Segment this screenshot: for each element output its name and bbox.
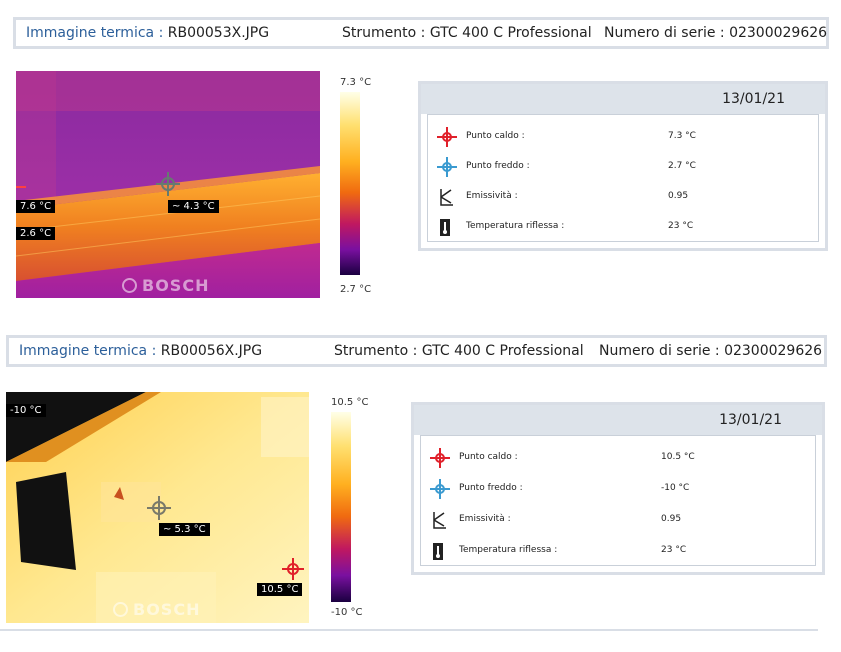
reflected-temperature-icon bbox=[440, 219, 450, 236]
date-bar: 13/01/21 bbox=[421, 84, 825, 114]
row-hot-spot: Punto caldo : 7.3 °C bbox=[428, 121, 818, 151]
thermal-image-2: -10 °C ~ 5.3 °C 10.5 °C BOSCH bbox=[6, 392, 309, 623]
thermal-image-1-graphic bbox=[16, 71, 320, 298]
serial-label: Numero di serie : bbox=[604, 25, 725, 41]
color-scale-bar bbox=[340, 92, 360, 275]
center-temperature-tag: ~ 4.3 °C bbox=[168, 200, 219, 213]
bosch-watermark: BOSCH bbox=[122, 276, 209, 295]
reflected-temperature-icon bbox=[433, 543, 443, 560]
image-label: Immagine termica : bbox=[19, 343, 157, 359]
cold-spot-tag: -10 °C bbox=[6, 404, 46, 417]
capture-date: 13/01/21 bbox=[722, 91, 785, 107]
serial-label: Numero di serie : bbox=[599, 343, 720, 359]
center-crosshair bbox=[147, 496, 171, 520]
report-2-header: Immagine termica : RB00056X.JPG Strument… bbox=[6, 335, 827, 367]
instrument-field: Strumento : GTC 400 C Professional bbox=[342, 25, 592, 41]
measurement-list: Punto caldo : 7.3 °C Punto freddo : 2.7 … bbox=[427, 114, 819, 242]
row-emissivity: Emissività : 0.95 bbox=[428, 181, 818, 211]
instrument-name: GTC 400 C Professional bbox=[429, 25, 592, 41]
measurement-list: Punto caldo : 10.5 °C Punto freddo : -10… bbox=[420, 435, 816, 566]
cold-spot-tag: 2.6 °C bbox=[16, 227, 56, 240]
image-label: Immagine termica : bbox=[26, 25, 164, 41]
row-reflected-temperature: Temperatura riflessa : 23 °C bbox=[428, 211, 818, 241]
row-cold-spot: Punto freddo : -10 °C bbox=[421, 473, 815, 503]
bosch-logo-icon bbox=[113, 602, 128, 617]
hot-spot-icon bbox=[437, 127, 457, 147]
serial-number: 02300029626 bbox=[724, 343, 823, 359]
instrument-name: GTC 400 C Professional bbox=[421, 343, 584, 359]
emissivity-icon bbox=[440, 189, 453, 206]
date-bar: 13/01/21 bbox=[414, 405, 822, 435]
center-crosshair bbox=[156, 172, 180, 196]
hot-spot-marker bbox=[282, 558, 304, 580]
measurement-panel-2: 13/01/21 Punto caldo : 10.5 °C Punto fre… bbox=[411, 402, 825, 575]
scale-max-label: 10.5 °C bbox=[331, 397, 369, 408]
instrument-field: Strumento : GTC 400 C Professional bbox=[334, 343, 584, 359]
hot-spot-tag: 10.5 °C bbox=[257, 583, 303, 596]
image-file: RB00053X.JPG bbox=[167, 25, 270, 41]
cold-spot-icon bbox=[437, 157, 457, 177]
thermal-image-1: 7.6 °C 2.6 °C ~ 4.3 °C BOSCH bbox=[16, 71, 320, 298]
report-1-header: Immagine termica : RB00053X.JPG Strument… bbox=[13, 17, 829, 49]
page-divider bbox=[0, 629, 818, 631]
row-emissivity: Emissività : 0.95 bbox=[421, 504, 815, 534]
instrument-label: Strumento : bbox=[342, 25, 426, 41]
hot-spot-tag: 7.6 °C bbox=[16, 200, 56, 213]
image-file: RB00056X.JPG bbox=[160, 343, 263, 359]
scale-min-label: -10 °C bbox=[331, 607, 363, 618]
serial-number: 02300029626 bbox=[729, 25, 828, 41]
hot-spot-icon bbox=[430, 448, 450, 468]
color-scale-bar bbox=[331, 412, 351, 602]
bosch-watermark: BOSCH bbox=[113, 600, 200, 619]
cold-spot-icon bbox=[430, 479, 450, 499]
row-reflected-temperature: Temperatura riflessa : 23 °C bbox=[421, 535, 815, 565]
emissivity-icon bbox=[433, 512, 446, 529]
scale-max-label: 7.3 °C bbox=[340, 77, 372, 88]
scale-min-label: 2.7 °C bbox=[340, 284, 372, 295]
measurement-panel-1: 13/01/21 Punto caldo : 7.3 °C Punto fred… bbox=[418, 81, 828, 251]
bosch-logo-icon bbox=[122, 278, 137, 293]
row-hot-spot: Punto caldo : 10.5 °C bbox=[421, 442, 815, 472]
serial-field: Numero di serie : 02300029626 bbox=[599, 343, 822, 359]
center-temperature-tag: ~ 5.3 °C bbox=[159, 523, 210, 536]
instrument-label: Strumento : bbox=[334, 343, 418, 359]
image-file-field: Immagine termica : RB00056X.JPG bbox=[19, 343, 262, 359]
image-file-field: Immagine termica : RB00053X.JPG bbox=[26, 25, 269, 41]
serial-field: Numero di serie : 02300029626 bbox=[604, 25, 827, 41]
row-cold-spot: Punto freddo : 2.7 °C bbox=[428, 151, 818, 181]
capture-date: 13/01/21 bbox=[719, 412, 782, 428]
